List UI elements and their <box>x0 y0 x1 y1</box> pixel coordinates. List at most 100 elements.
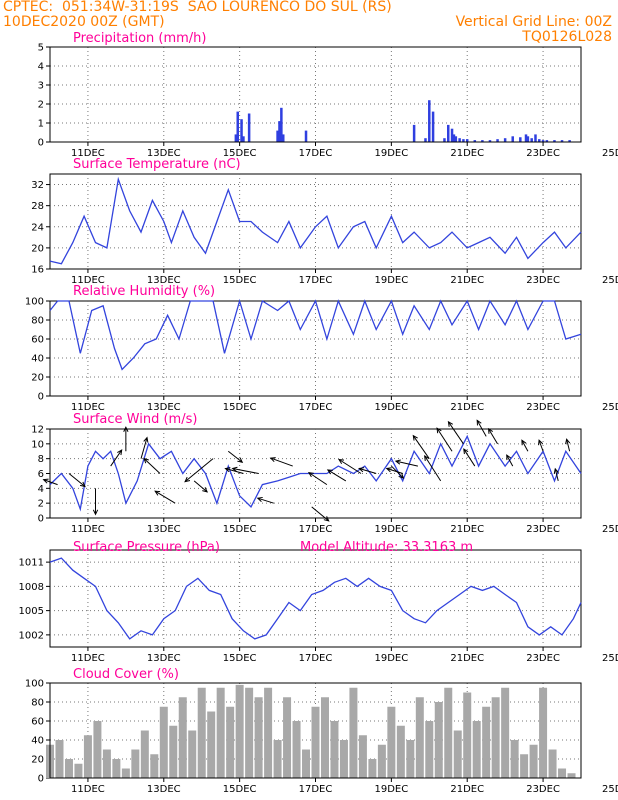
x-tick-label: 19DEC <box>374 148 408 159</box>
cloud-bar <box>339 740 348 778</box>
y-tick-label: 1005 <box>19 606 44 617</box>
wind-arrow-head <box>154 490 161 496</box>
header-date: 10DEC2020 00Z (GMT) <box>3 14 165 30</box>
precip-bar <box>465 139 469 142</box>
plot-frame-top <box>49 682 582 779</box>
series-line <box>49 298 582 371</box>
wind-arrow <box>154 490 176 504</box>
y-tick-label: 12 <box>31 425 44 436</box>
precip-bar <box>481 140 484 142</box>
precip-bar <box>496 139 499 142</box>
cloud-bar <box>396 725 405 778</box>
x-tick-label: 21DEC <box>450 148 484 159</box>
wind-arrow-head <box>79 481 86 488</box>
y-tick-label: 10 <box>31 439 44 450</box>
x-tick-label: 21DEC <box>450 524 484 535</box>
x-tick-label: 17DEC <box>299 275 333 286</box>
wind-arrow-head <box>436 427 442 434</box>
wind-arrow <box>488 428 498 445</box>
wind-arrow-head <box>398 473 405 479</box>
x-tick-label: 13DEC <box>147 148 181 159</box>
y-tick-label: 3 <box>38 81 44 92</box>
precip-bar <box>511 136 514 142</box>
precip-bar <box>424 138 427 142</box>
wind-arrow <box>506 454 514 467</box>
wind-arrow <box>448 421 464 445</box>
x-tick-label: 19DEC <box>374 653 408 664</box>
cloud-bar <box>415 697 424 778</box>
cloud-bar <box>358 735 367 778</box>
wind-arrow <box>140 437 148 459</box>
wind-arrow-head <box>231 466 238 472</box>
y-tick-label: 100 <box>25 297 44 308</box>
panel-2: 11DEC 13DEC 15DEC 17DEC 19DEC 21DEC 23DEC 25DEC… <box>31 157 618 286</box>
panel-title: Cloud Cover (%) <box>73 667 179 682</box>
x-tick-label: 23DEC <box>526 275 560 286</box>
wind-arrow <box>308 472 328 486</box>
cloud-bar <box>74 763 83 778</box>
x-tick-label: 25DEC <box>602 784 618 795</box>
panel-title: Surface Pressure (hPa) <box>73 540 220 555</box>
wind-arrow <box>270 457 293 467</box>
panel-title: Relative Humidity (%) <box>73 284 215 299</box>
x-tick-label: 23DEC <box>526 148 560 159</box>
series-line <box>49 557 582 640</box>
y-tick-label: 1011 <box>19 558 44 569</box>
precip-bar <box>534 134 537 142</box>
precip-bar <box>488 140 492 142</box>
cloud-bar <box>520 754 529 778</box>
y-tick-label: 1002 <box>19 630 44 641</box>
y-tick-label: 20 <box>31 755 44 766</box>
wind-arrow-head <box>463 448 469 455</box>
cloud-bar <box>349 687 358 778</box>
y-tick-label: 40 <box>31 354 44 365</box>
precip-bar <box>443 138 446 142</box>
x-tick-label: 19DEC <box>374 784 408 795</box>
panel-5: 11DEC 13DEC 15DEC 17DEC 19DEC 21DEC 23DEC 25DEC… <box>19 540 618 664</box>
cloud-bar <box>510 740 519 778</box>
wind-arrow-head <box>447 420 454 427</box>
panel-title: Surface Temperature (nC) <box>73 157 241 172</box>
wind-arrow-head <box>92 509 99 516</box>
precip-bar <box>530 138 533 142</box>
cloud-bar <box>131 749 140 778</box>
cloud-bar <box>425 721 434 778</box>
cloud-bar <box>140 730 149 778</box>
x-tick-label: 19DEC <box>374 402 408 413</box>
plot-frame <box>49 173 582 270</box>
precip-bar <box>276 130 279 142</box>
precip-bar <box>280 107 283 142</box>
precip-bar <box>473 140 477 142</box>
wind-arrow-head <box>184 476 191 483</box>
wind-arrow-head <box>487 427 494 434</box>
cloud-bar <box>330 721 339 778</box>
precip-bar <box>450 128 454 142</box>
precip-bar <box>431 111 435 142</box>
wind-arrow <box>412 435 430 459</box>
cloud-bar <box>207 711 216 778</box>
x-tick-label: 13DEC <box>147 402 181 413</box>
y-tick-label: 2 <box>38 100 44 111</box>
wind-arrow <box>521 440 529 452</box>
cloud-bar <box>377 744 386 778</box>
cloud-bar <box>463 692 472 778</box>
wind-arrow <box>232 468 259 474</box>
cloud-bar <box>567 773 576 778</box>
x-tick-label: 11DEC <box>71 784 105 795</box>
cloud-bar <box>159 706 168 778</box>
x-tick-label: 15DEC <box>223 148 257 159</box>
series-line <box>49 176 582 265</box>
wind-arrow <box>554 468 559 482</box>
precip-bar <box>412 124 416 142</box>
wind-arrow-head <box>385 467 392 473</box>
y-tick-label: 20 <box>31 373 44 384</box>
wind-arrow <box>143 458 161 474</box>
cloud-bar <box>558 768 567 778</box>
x-tick-label: 17DEC <box>299 148 333 159</box>
cloud-bar <box>254 697 263 778</box>
cloud-bar <box>444 687 453 778</box>
wind-arrow-head <box>256 496 263 502</box>
wind-arrow-head <box>565 438 571 445</box>
cloud-bar <box>112 759 121 778</box>
cloud-bar <box>434 702 443 778</box>
